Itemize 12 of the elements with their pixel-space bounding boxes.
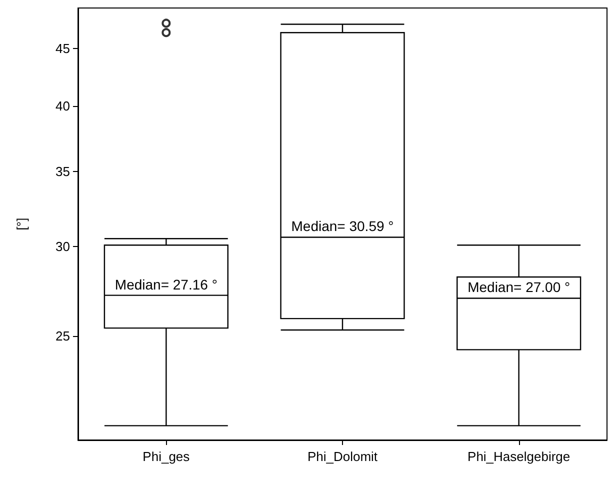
y-tick-label: 35	[56, 164, 70, 179]
y-tick-label: 45	[56, 41, 70, 56]
x-tick-label: Phi_ges	[142, 449, 190, 464]
y-tick-label: 40	[56, 98, 70, 114]
y-tick-label: 25	[56, 328, 70, 344]
y-axis-title: [°]	[14, 218, 29, 230]
annotation: Median= 30.59 °	[291, 218, 394, 234]
y-tick-label: 30	[56, 239, 70, 254]
x-tick-label: Phi_Dolomit	[307, 449, 378, 464]
x-tick-label: Phi_Haselgebirge	[468, 449, 570, 464]
annotation: Median= 27.16 °	[114, 276, 218, 292]
annotation: Median= 27.00 °	[468, 279, 570, 296]
